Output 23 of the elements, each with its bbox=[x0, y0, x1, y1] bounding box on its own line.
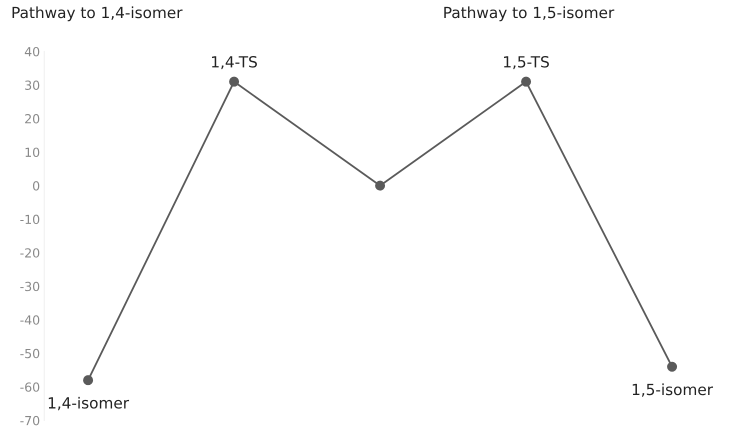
y-tick-label: -40 bbox=[20, 315, 40, 325]
y-tick-label: -70 bbox=[20, 416, 40, 426]
y-tick-label: -60 bbox=[20, 382, 40, 392]
y-tick-label: -10 bbox=[20, 214, 40, 224]
point bbox=[521, 76, 532, 87]
point bbox=[375, 180, 386, 191]
annotation: 1,5-isomer bbox=[632, 383, 714, 397]
text: Pathway to 1,5-isomer bbox=[444, 6, 614, 22]
annotation: 1,5-TS bbox=[504, 56, 549, 70]
text: Pathway to 1,4-isomer bbox=[12, 6, 183, 22]
point bbox=[229, 76, 240, 87]
point bbox=[667, 362, 678, 372]
y-tick-label: 0 bbox=[32, 181, 40, 191]
annotation: 1,4-isomer bbox=[48, 396, 130, 410]
y-tick-label: 40 bbox=[24, 46, 40, 56]
y-tick-label: -20 bbox=[20, 248, 40, 258]
y-tick-label: -50 bbox=[20, 348, 40, 358]
y-tick-label: 30 bbox=[25, 80, 40, 90]
y-tick-label: -30 bbox=[20, 282, 40, 292]
y-tick-label: 20 bbox=[25, 114, 40, 124]
point bbox=[83, 375, 94, 386]
annotation: 1,4-TS bbox=[212, 56, 257, 70]
y-tick-label: 10 bbox=[26, 148, 40, 158]
